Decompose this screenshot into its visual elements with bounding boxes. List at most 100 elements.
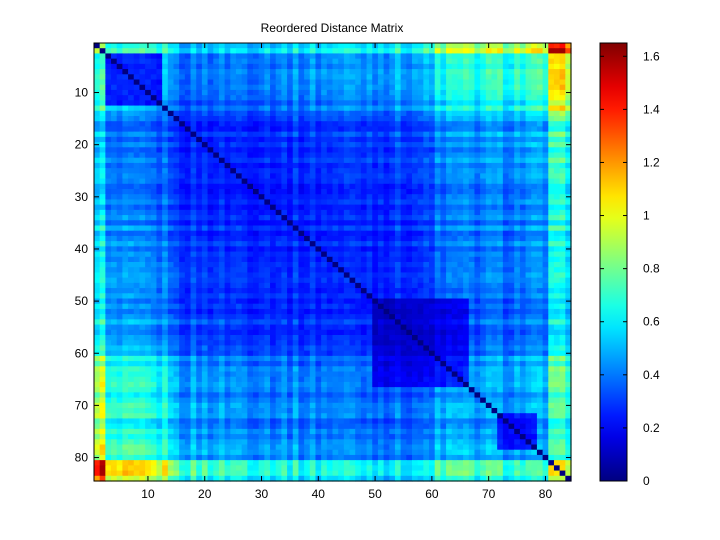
heatmap-cell xyxy=(207,235,214,242)
heatmap-cell xyxy=(253,147,260,154)
heatmap-cell xyxy=(463,183,470,190)
heatmap-cell xyxy=(338,43,345,49)
heatmap-cell xyxy=(553,215,561,221)
heatmap-cell xyxy=(116,277,123,284)
heatmap-cell xyxy=(389,178,396,185)
heatmap-cell xyxy=(196,79,203,86)
heatmap-cell xyxy=(360,105,368,112)
heatmap-cell xyxy=(548,209,555,216)
heatmap-cell xyxy=(565,58,572,65)
heatmap-cell xyxy=(253,277,260,284)
heatmap-cell xyxy=(190,251,197,258)
heatmap-cell xyxy=(122,95,129,101)
heatmap-cell xyxy=(315,58,322,65)
heatmap-cell xyxy=(173,100,180,107)
heatmap-cell xyxy=(565,272,572,279)
heatmap-cell xyxy=(139,110,146,117)
heatmap-cell xyxy=(207,256,214,263)
heatmap-cell xyxy=(122,100,129,107)
heatmap-cell xyxy=(423,168,430,174)
heatmap-cell xyxy=(525,340,532,347)
heatmap-cell xyxy=(167,110,175,117)
heatmap-cell xyxy=(292,329,300,336)
heatmap-cell xyxy=(201,293,209,300)
heatmap-cell xyxy=(315,251,322,258)
heatmap-cell xyxy=(480,95,487,101)
heatmap-cell xyxy=(292,314,300,320)
heatmap-cell xyxy=(389,267,396,274)
heatmap-cell xyxy=(429,162,436,169)
heatmap-cell xyxy=(309,84,317,91)
heatmap-cell xyxy=(275,272,282,279)
heatmap-cell xyxy=(429,209,436,216)
heatmap-cell xyxy=(360,220,368,227)
heatmap-cell xyxy=(542,246,549,253)
heatmap-cell xyxy=(366,183,373,190)
heatmap-cell xyxy=(321,89,328,96)
heatmap-cell xyxy=(394,95,402,101)
heatmap-cell xyxy=(218,48,226,55)
heatmap-cell xyxy=(201,136,209,143)
heatmap-cell xyxy=(156,63,163,70)
heatmap-cell xyxy=(218,225,226,232)
heatmap-cell xyxy=(281,69,288,75)
heatmap-cell xyxy=(417,110,424,117)
heatmap-cell xyxy=(542,303,549,310)
heatmap-cell xyxy=(519,142,527,148)
heatmap-cell xyxy=(355,74,362,81)
heatmap-cell xyxy=(105,345,112,352)
heatmap-cell xyxy=(536,308,544,315)
heatmap-cell xyxy=(162,152,169,159)
heatmap-cell xyxy=(224,58,231,65)
heatmap-cell xyxy=(218,152,226,159)
heatmap-cell xyxy=(162,262,169,268)
heatmap-cell xyxy=(497,136,504,143)
heatmap-cell xyxy=(446,199,453,206)
heatmap-cell xyxy=(559,142,566,148)
heatmap-cell xyxy=(525,157,532,164)
heatmap-cell xyxy=(372,89,379,96)
heatmap-cell xyxy=(99,58,106,65)
heatmap-cell xyxy=(542,126,549,133)
heatmap-cell xyxy=(309,121,317,128)
heatmap-cell xyxy=(377,256,385,263)
heatmap-cell xyxy=(343,84,351,91)
heatmap-cell xyxy=(383,105,390,112)
heatmap-cell xyxy=(207,53,214,60)
heatmap-cell xyxy=(474,152,481,159)
heatmap-cell xyxy=(326,105,334,112)
heatmap-cell xyxy=(162,142,169,148)
heatmap-cell xyxy=(247,220,254,227)
heatmap-cell xyxy=(514,251,521,258)
heatmap-cell xyxy=(116,43,123,49)
heatmap-cell xyxy=(338,335,345,341)
heatmap-cell xyxy=(349,121,356,128)
heatmap-cell xyxy=(150,319,158,326)
heatmap-cell xyxy=(128,121,135,128)
heatmap-cell xyxy=(412,147,419,154)
heatmap-cell xyxy=(536,89,544,96)
heatmap-cell xyxy=(434,209,441,216)
heatmap-cell xyxy=(536,209,544,216)
heatmap-cell xyxy=(457,215,464,221)
heatmap-cell xyxy=(480,58,487,65)
heatmap-cell xyxy=(111,209,118,216)
heatmap-cell xyxy=(553,345,561,352)
heatmap-cell xyxy=(270,235,277,242)
heatmap-cell xyxy=(241,168,248,174)
heatmap-cell xyxy=(156,272,163,279)
heatmap-cell xyxy=(491,131,498,138)
heatmap-cell xyxy=(531,267,538,274)
heatmap-cell xyxy=(287,194,294,201)
heatmap-cell xyxy=(179,147,186,154)
heatmap-cell xyxy=(360,126,368,133)
heatmap-cell xyxy=(253,256,260,263)
heatmap-cell xyxy=(145,303,152,310)
heatmap-cell xyxy=(321,84,328,91)
heatmap-cell xyxy=(281,303,288,310)
heatmap-cell xyxy=(150,262,158,268)
heatmap-cell xyxy=(224,147,231,154)
heatmap-cell xyxy=(343,340,351,347)
heatmap-cell xyxy=(247,345,254,352)
heatmap-cell xyxy=(355,256,362,263)
